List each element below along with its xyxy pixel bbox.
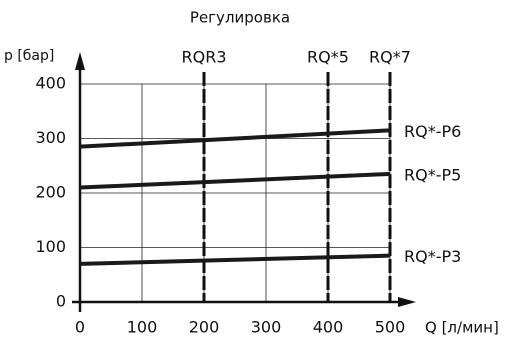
x-tick-label: 300 xyxy=(251,318,282,337)
x-tick-label: 500 xyxy=(375,318,406,337)
y-axis-label: p [бар] xyxy=(4,48,54,64)
data-line xyxy=(79,171,391,190)
x-axis-label: Q [л/мин] xyxy=(425,319,499,337)
marker-label: RQ*7 xyxy=(369,48,411,67)
legend-label: RQ*-P5 xyxy=(404,165,461,184)
y-tick-label: 200 xyxy=(35,183,66,202)
data-line xyxy=(79,253,391,266)
y-tick-label: 400 xyxy=(35,74,66,93)
marker-label: RQR3 xyxy=(181,48,226,67)
y-tick-label: 300 xyxy=(35,128,66,147)
chart-title: Регулировка xyxy=(190,9,290,27)
x-tick-label: 200 xyxy=(189,318,220,337)
y-arrow xyxy=(75,52,85,70)
marker-label: RQ*5 xyxy=(307,48,349,67)
x-arrow xyxy=(398,297,416,307)
y-tick-label: 0 xyxy=(56,292,66,311)
x-tick-label: 100 xyxy=(127,318,158,337)
y-tick-label: 100 xyxy=(35,237,66,256)
x-tick-label: 400 xyxy=(313,318,344,337)
legend-label: RQ*-P3 xyxy=(404,247,461,266)
x-tick-label: 0 xyxy=(75,318,85,337)
legend-label: RQ*-P6 xyxy=(404,122,461,141)
data-line xyxy=(79,128,391,149)
